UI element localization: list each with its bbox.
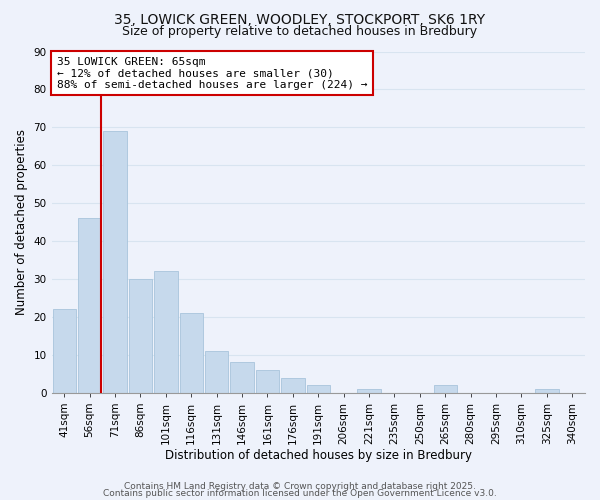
Bar xyxy=(78,218,101,393)
Bar xyxy=(281,378,305,393)
Bar xyxy=(205,351,229,393)
Bar xyxy=(154,272,178,393)
Bar xyxy=(307,385,330,393)
Text: 35, LOWICK GREEN, WOODLEY, STOCKPORT, SK6 1RY: 35, LOWICK GREEN, WOODLEY, STOCKPORT, SK… xyxy=(115,12,485,26)
Text: Contains public sector information licensed under the Open Government Licence v3: Contains public sector information licen… xyxy=(103,489,497,498)
Bar xyxy=(103,131,127,393)
Bar xyxy=(53,310,76,393)
Text: Size of property relative to detached houses in Bredbury: Size of property relative to detached ho… xyxy=(122,25,478,38)
X-axis label: Distribution of detached houses by size in Bredbury: Distribution of detached houses by size … xyxy=(165,450,472,462)
Bar xyxy=(129,279,152,393)
Text: 35 LOWICK GREEN: 65sqm
← 12% of detached houses are smaller (30)
88% of semi-det: 35 LOWICK GREEN: 65sqm ← 12% of detached… xyxy=(57,56,367,90)
Text: Contains HM Land Registry data © Crown copyright and database right 2025.: Contains HM Land Registry data © Crown c… xyxy=(124,482,476,491)
Bar xyxy=(179,313,203,393)
Bar xyxy=(358,389,381,393)
Y-axis label: Number of detached properties: Number of detached properties xyxy=(15,129,28,315)
Bar xyxy=(434,385,457,393)
Bar xyxy=(230,362,254,393)
Bar xyxy=(256,370,279,393)
Bar xyxy=(535,389,559,393)
